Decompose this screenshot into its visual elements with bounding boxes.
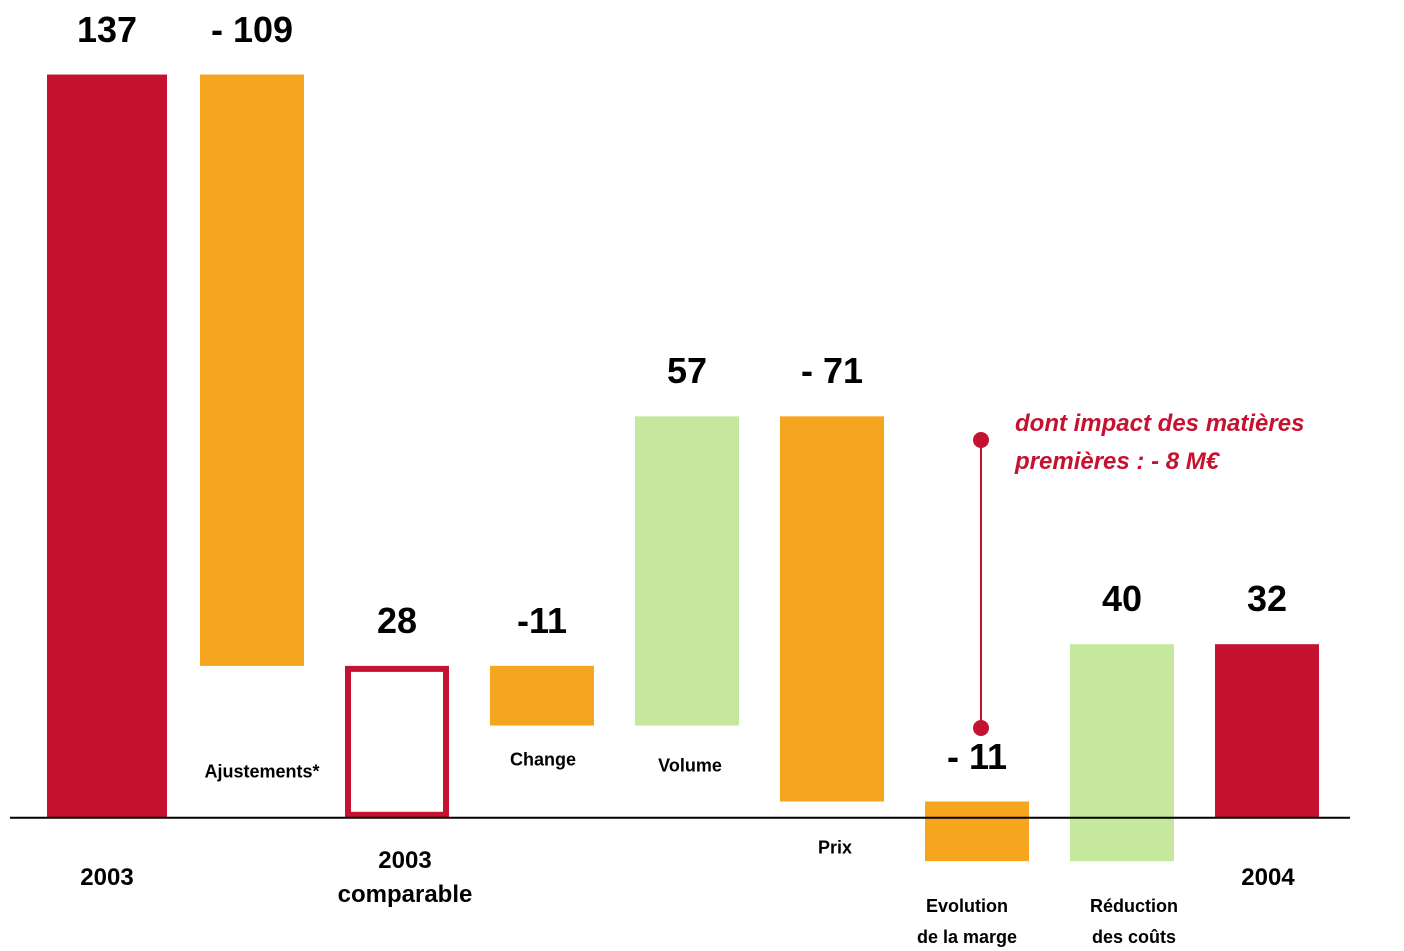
- value-label: 32: [1246, 578, 1288, 620]
- bar: [345, 665, 449, 818]
- bar: [780, 416, 884, 802]
- bar: [47, 74, 167, 818]
- category-label: Volume: [658, 755, 722, 776]
- value-label: 137: [76, 8, 138, 50]
- category-label: Prix: [817, 837, 853, 858]
- category-label: Réduction des coûts: [1090, 896, 1178, 947]
- category-label: Evolution de la marge: [916, 896, 1018, 947]
- bar: [635, 416, 739, 726]
- value-label: - 109: [210, 8, 294, 50]
- value-label: - 11: [946, 735, 1008, 777]
- value-label: 40: [1101, 578, 1143, 620]
- bar: [490, 665, 594, 726]
- value-label: 57: [666, 350, 708, 392]
- bar: [200, 74, 304, 666]
- value-label: 28: [376, 599, 418, 641]
- category-label: 2004: [1241, 864, 1295, 891]
- category-label: 2003 comparable: [337, 847, 473, 908]
- category-label: Ajustements*: [204, 761, 320, 782]
- annotation: premières : - 8 M€: [1015, 448, 1220, 475]
- category-label: Change: [509, 749, 577, 770]
- annotation-dot: [973, 720, 989, 736]
- bar: [925, 801, 1029, 862]
- value-label: -11: [516, 599, 568, 641]
- value-label: - 71: [800, 350, 864, 392]
- bar: [1215, 644, 1319, 818]
- bar: [1070, 644, 1174, 862]
- annotation-dot: [973, 432, 989, 448]
- category-label: 2003: [80, 864, 134, 891]
- annotation: dont impact des matières: [1015, 410, 1305, 437]
